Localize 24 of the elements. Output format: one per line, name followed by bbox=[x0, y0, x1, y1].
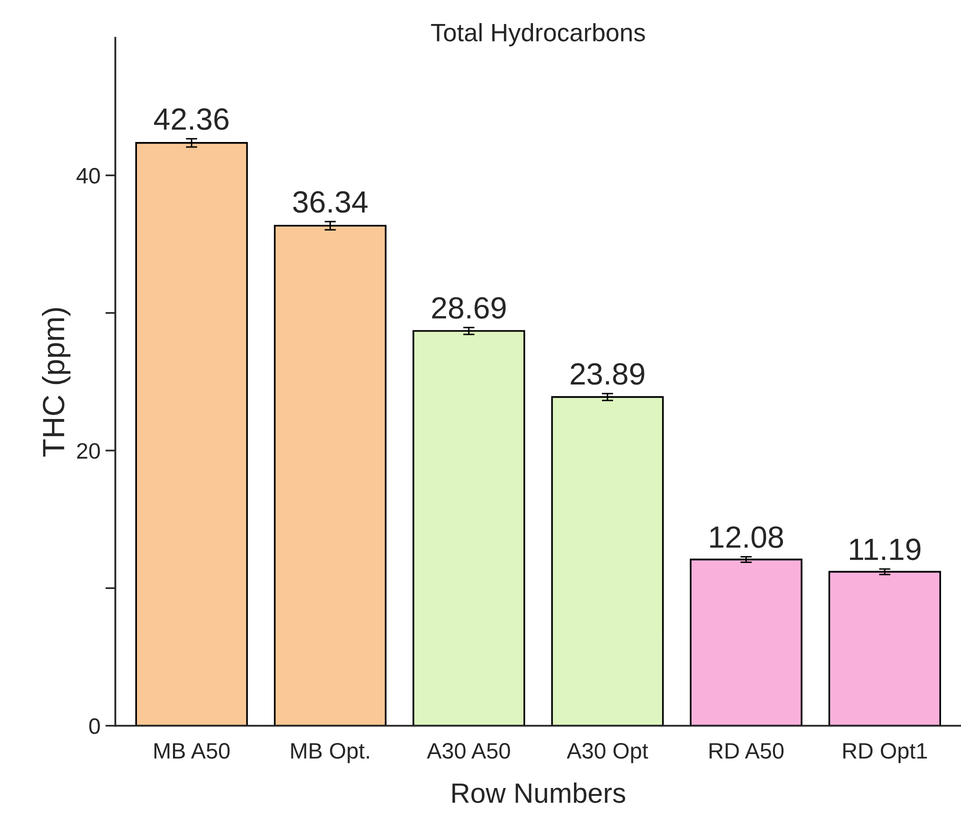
x-axis-title: Row Numbers bbox=[452, 782, 626, 803]
data-label: 28.69 bbox=[432, 297, 506, 319]
y-axis-title: THC (ppm) bbox=[42, 308, 70, 457]
bar bbox=[135, 142, 248, 726]
y-tick-label: 20 bbox=[77, 443, 100, 459]
chart-title: Total Hydrocarbons bbox=[431, 23, 645, 46]
x-tick-label: A30 Opt bbox=[566, 742, 648, 764]
bar bbox=[690, 558, 802, 726]
data-label: 42.36 bbox=[154, 108, 228, 130]
data-label: 36.34 bbox=[293, 191, 368, 213]
data-label: 11.19 bbox=[850, 538, 920, 560]
x-tick-label: MB Opt. bbox=[291, 742, 369, 764]
y-tick-label: 40 bbox=[76, 168, 100, 184]
bar bbox=[412, 330, 526, 726]
x-tick-label: RD Opt1 bbox=[843, 742, 927, 764]
x-tick-label: RD A50 bbox=[710, 742, 784, 759]
data-label: 23.89 bbox=[570, 363, 644, 385]
x-tick-label: A30 A50 bbox=[426, 742, 510, 759]
data-label: 12.08 bbox=[710, 526, 784, 548]
x-tick-label: MB A50 bbox=[154, 742, 230, 759]
bar bbox=[551, 396, 664, 726]
bar bbox=[274, 224, 386, 726]
bar bbox=[828, 570, 942, 726]
y-tick-label: 0 bbox=[89, 718, 100, 734]
